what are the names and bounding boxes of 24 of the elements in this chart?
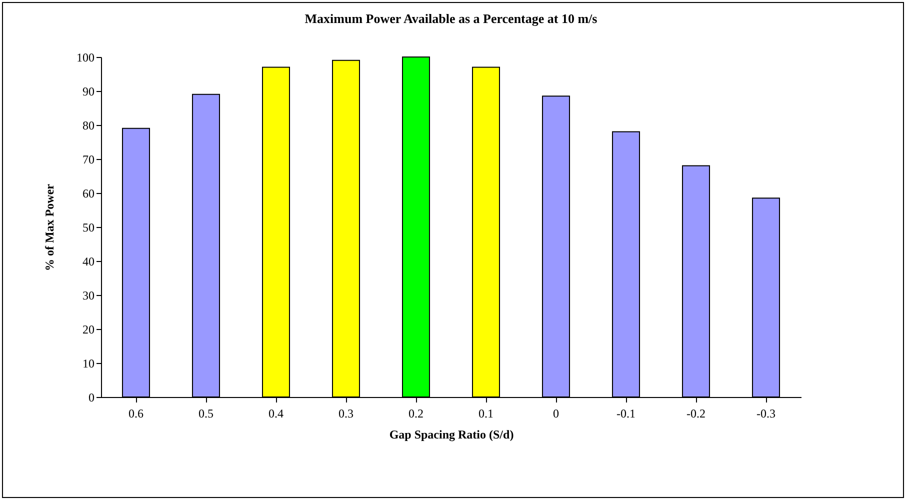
x-tick-label: 0.1: [478, 406, 494, 420]
y-tick-label: 90: [82, 84, 94, 98]
x-tick-label: 0.6: [128, 406, 144, 420]
y-tick-label: 0: [88, 390, 94, 404]
x-tick-label: -0.3: [756, 406, 776, 420]
y-tick-label: 50: [82, 220, 94, 234]
x-tick-label: 0.4: [268, 406, 284, 420]
y-tick-label: 100: [76, 50, 94, 64]
y-tick-label: 70: [82, 152, 94, 166]
x-tick-label: 0.5: [198, 406, 214, 420]
x-tick-label: 0.3: [338, 406, 354, 420]
y-tick-label: 10: [82, 356, 94, 370]
x-tick-label: -0.1: [616, 406, 636, 420]
y-tick-label: 80: [82, 118, 94, 132]
y-tick-label: 40: [82, 254, 94, 268]
x-axis-title: Gap Spacing Ratio (S/d): [389, 428, 514, 442]
chart-title: Maximum Power Available as a Percentage at 10 m/s: [304, 11, 598, 26]
y-axis-title: % of Max Power: [42, 183, 56, 271]
x-tick-label: 0.2: [408, 406, 424, 420]
y-tick-label: 60: [82, 186, 94, 200]
y-tick-label: 30: [82, 288, 94, 302]
x-tick-label: -0.2: [686, 406, 706, 420]
y-tick-label: 20: [82, 322, 94, 336]
x-tick-label: 0: [553, 406, 559, 420]
